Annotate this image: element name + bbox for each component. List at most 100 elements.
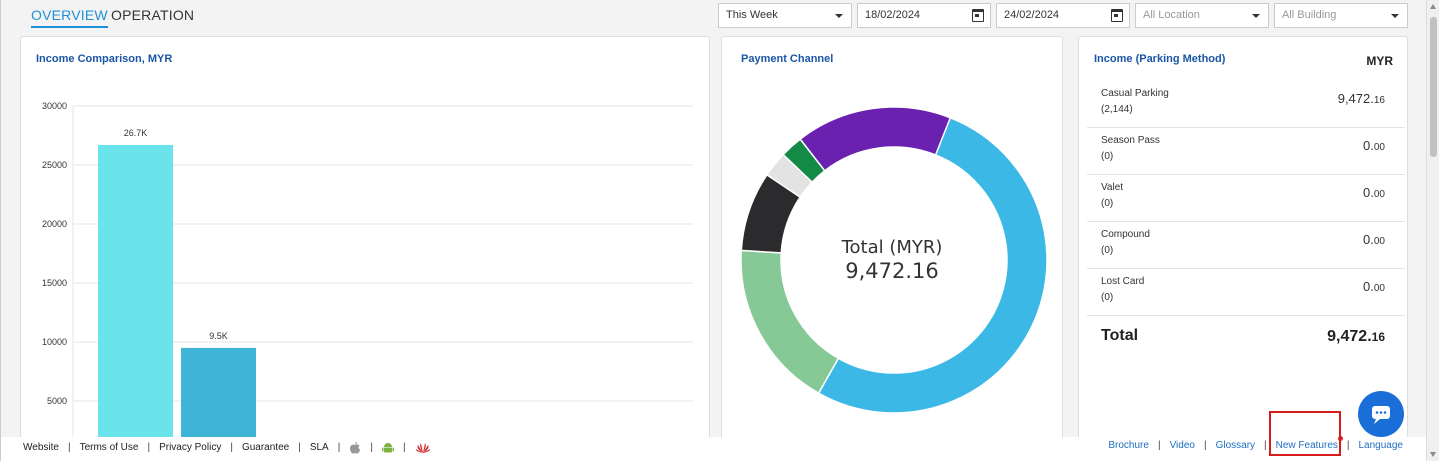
date-to-input[interactable]: 24/02/2024 [996,3,1130,28]
building-select[interactable]: All Building [1274,3,1408,28]
divider: | [1264,440,1267,451]
method-name: Valet [1101,182,1124,193]
method-name: Compound [1101,229,1150,240]
scrollbar[interactable] [1426,0,1439,461]
list-item: Valet (0) 0.00 [1087,175,1405,222]
total-row: Total 9,472.16 [1087,319,1405,359]
list-item: Compound (0) 0.00 [1087,222,1405,269]
income-bar-chart: 30000 25000 20000 15000 10000 5000 26.7K 9.5K [42,101,693,447]
payment-donut-chart [740,106,1048,414]
method-name: Casual Parking [1101,88,1169,99]
method-count: (0) [1101,245,1114,256]
footer-link-language[interactable]: Language [1358,440,1404,451]
apple-icon[interactable] [349,441,361,454]
footer-link-glossary[interactable]: Glossary [1215,440,1256,451]
footer-link-sla[interactable]: SLA [309,442,329,453]
donut-slice[interactable] [799,106,952,172]
total-amount-main: 9,472. [1327,328,1372,345]
period-select[interactable]: This Week [718,3,852,28]
bar-data-label: 26.7K [124,128,148,138]
android-icon[interactable] [381,441,394,454]
scroll-up-icon[interactable] [1430,4,1436,9]
footer-link-website[interactable]: Website [23,442,59,453]
divider: | [337,442,341,453]
date-from-value: 18/02/2024 [865,9,921,21]
divider: | [147,442,151,453]
highlight-box [1268,411,1341,456]
footer-link-brochure[interactable]: Brochure [1108,440,1149,451]
parking-method-title: Income (Parking Method) [1094,53,1226,65]
chevron-down-icon [1391,14,1399,18]
divider: | [1203,440,1207,451]
scroll-down-icon[interactable] [1430,452,1436,457]
period-select-value: This Week [726,9,778,21]
footer-right-links: Brochure | Video | Glossary | New Featur… [1108,411,1404,456]
footer-link-privacy[interactable]: Privacy Policy [159,442,222,453]
method-amount: 9,472.16 [1338,91,1385,106]
date-to-value: 24/02/2024 [1004,9,1060,21]
method-count: (0) [1101,292,1114,303]
calendar-icon[interactable] [972,9,984,22]
tab-operation[interactable]: OPERATION [111,7,195,23]
method-amount-main: 9,472. [1337,91,1374,106]
donut-center-value: 9,472.16 [845,259,939,283]
method-amount-main: 0. [1363,138,1374,153]
y-tick-label: 10000 [42,337,67,347]
payment-channel-card: Payment Channel Total (MYR) 9,472.16 [721,36,1063,446]
divider: | [67,442,71,453]
building-select-value: All Building [1282,9,1337,21]
divider: | [370,442,373,453]
divider: | [1157,440,1161,451]
donut-slice[interactable] [817,106,1048,414]
method-count: (0) [1101,151,1114,162]
method-amount-main: 0. [1363,232,1374,247]
scroll-thumb[interactable] [1430,17,1437,157]
method-amount: 0.00 [1363,279,1385,294]
location-select-value: All Location [1143,9,1200,21]
method-amount-decimal: 00 [1373,236,1385,247]
y-tick-label: 15000 [42,278,67,288]
list-item: Season Pass (0) 0.00 [1087,128,1405,175]
divider: | [298,442,301,453]
divider: | [230,442,233,453]
location-select[interactable]: All Location [1135,3,1269,28]
bar[interactable] [98,144,173,447]
footer-link-new-features[interactable]: New Features [1268,411,1343,456]
calendar-icon[interactable] [1111,9,1123,22]
huawei-icon[interactable] [415,442,431,454]
list-item: Lost Card (0) 0.00 [1087,269,1405,316]
method-amount: 0.00 [1363,138,1385,153]
chat-button[interactable] [1358,391,1404,437]
new-features-label: New Features [1275,440,1338,451]
date-from-input[interactable]: 18/02/2024 [857,3,991,28]
divider: | [1346,440,1350,451]
chat-icon [1372,406,1390,424]
y-tick-label: 30000 [42,101,67,111]
footer-link-video[interactable]: Video [1169,440,1195,451]
method-amount: 0.00 [1363,232,1385,247]
bar-data-label: 9.5K [209,331,228,341]
footer-link-guarantee[interactable]: Guarantee [241,442,290,453]
income-comparison-card: Income Comparison, MYR 30000 25000 20000 15… [20,36,710,447]
method-amount-decimal: 00 [1373,283,1385,294]
y-tick-label: 5000 [47,396,67,406]
method-amount: 0.00 [1363,185,1385,200]
y-tick-label: 20000 [42,219,67,229]
footer: Website | Terms of Use | Privacy Policy … [1,411,1427,461]
tab-overview[interactable]: OVERVIEW [31,7,108,28]
method-amount-main: 0. [1363,185,1374,200]
chevron-down-icon [835,14,843,18]
y-tick-label: 25000 [42,160,67,170]
footer-link-terms[interactable]: Terms of Use [79,442,139,453]
method-amount-main: 0. [1363,279,1374,294]
list-item: Casual Parking (2,144) 9,472.16 [1087,81,1405,128]
method-amount-decimal: 00 [1373,189,1385,200]
total-amount: 9,472.16 [1327,328,1385,346]
method-count: (2,144) [1101,104,1133,115]
currency-label: MYR [1366,54,1393,68]
chevron-down-icon [1252,14,1260,18]
method-amount-decimal: 00 [1373,142,1385,153]
method-count: (0) [1101,198,1114,209]
bar[interactable] [181,347,256,447]
